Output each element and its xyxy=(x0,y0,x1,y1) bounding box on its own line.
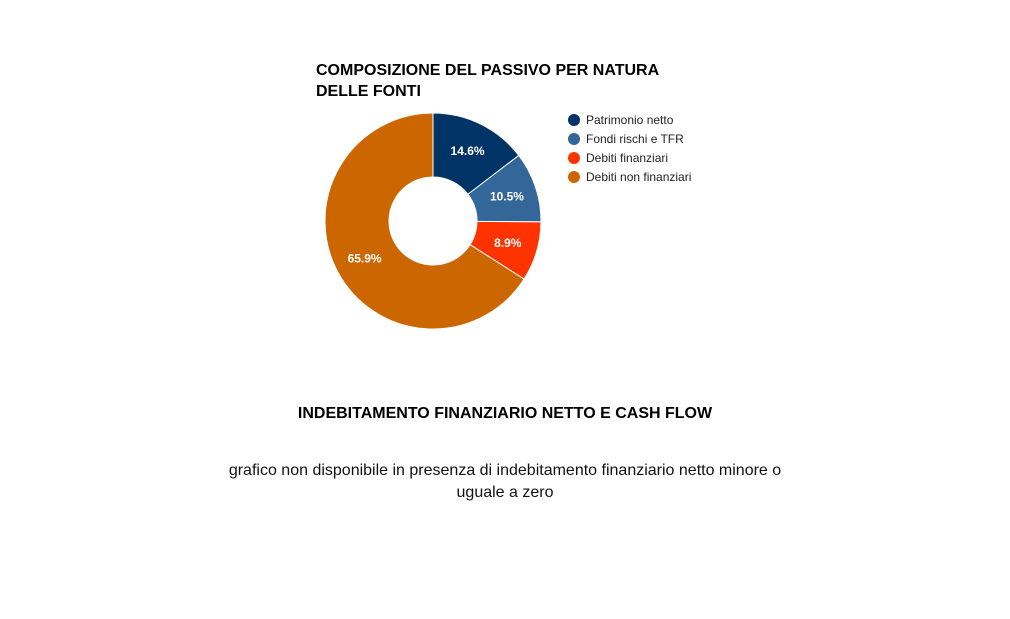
slice-label: 14.6% xyxy=(451,144,485,158)
chart-legend: Patrimonio netto Fondi rischi e TFR Debi… xyxy=(568,110,691,186)
slice-label: 10.5% xyxy=(490,189,524,203)
legend-color-dot xyxy=(568,170,580,183)
legend-color-dot xyxy=(568,132,580,145)
chart-unavailable-message: grafico non disponibile in presenza di i… xyxy=(228,462,782,501)
legend-label: Debiti finanziari xyxy=(586,150,669,165)
legend-label: Debiti non finanziari xyxy=(586,169,692,184)
slice-label: 65.9% xyxy=(348,252,382,266)
legend-label: Patrimonio netto xyxy=(586,112,674,127)
legend-label: Fondi rischi e TFR xyxy=(586,131,684,146)
legend-item[interactable]: Fondi rischi e TFR xyxy=(568,129,691,148)
legend-item[interactable]: Debiti finanziari xyxy=(568,148,691,167)
slice-label: 8.9% xyxy=(494,236,522,250)
legend-color-dot xyxy=(568,151,580,164)
legend-item[interactable]: Patrimonio netto xyxy=(568,110,691,129)
cashflow-section-title: INDEBITAMENTO FINANZIARIO NETTO E CASH F… xyxy=(297,405,713,422)
legend-item[interactable]: Debiti non finanziari xyxy=(568,167,691,186)
chart-title: COMPOSIZIONE DEL PASSIVO PER NATURA DELL… xyxy=(316,62,659,100)
donut-slice[interactable] xyxy=(324,112,525,330)
legend-color-dot xyxy=(568,113,580,126)
